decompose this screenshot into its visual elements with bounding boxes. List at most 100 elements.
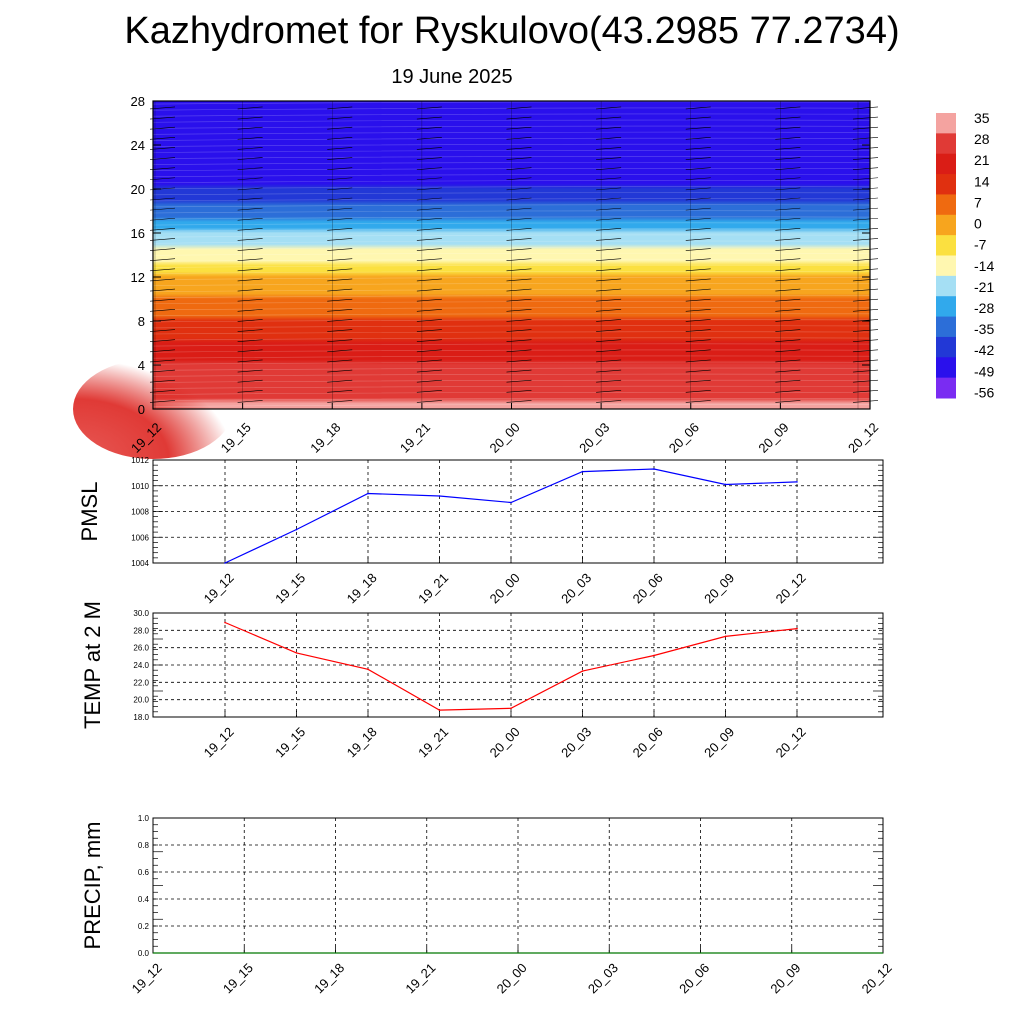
wind-barb xyxy=(237,389,263,393)
pmsl-panel: 1004 1006 1008 1010 1012 19_12 19_15 19_18 19_21… xyxy=(77,456,884,606)
wind-barb xyxy=(506,136,532,140)
wind-barb xyxy=(685,268,711,272)
wind-barb xyxy=(506,248,532,251)
colorbar-swatch xyxy=(936,174,956,195)
wind-barb xyxy=(327,400,353,403)
x-tick-label: 19_12 xyxy=(201,570,237,606)
wind-barb xyxy=(685,207,711,211)
wind-barb xyxy=(775,136,801,140)
wind-barb xyxy=(852,147,879,150)
wind-barb xyxy=(416,136,442,140)
wind-barb xyxy=(327,309,353,312)
wind-barb xyxy=(416,157,442,160)
data-point xyxy=(224,621,226,624)
y-tick-label: 0.0 xyxy=(138,949,150,958)
colorbar-swatch xyxy=(936,296,956,318)
wind-barb xyxy=(596,349,622,353)
wind-barb xyxy=(506,238,532,241)
wind-barb xyxy=(416,268,442,272)
wind-barb xyxy=(596,298,622,302)
wind-barb xyxy=(775,238,801,241)
wind-barb xyxy=(327,106,353,110)
wind-barb xyxy=(596,136,622,140)
wind-barb xyxy=(685,106,711,110)
y-tick-label: 0.4 xyxy=(138,895,150,904)
wind-barb xyxy=(506,167,532,170)
y-tick-label: 12 xyxy=(131,270,145,285)
wind-barb xyxy=(327,197,353,201)
wind-barb xyxy=(852,177,879,181)
wind-barb xyxy=(685,238,711,241)
data-point xyxy=(367,668,369,671)
wind-barb xyxy=(506,177,532,181)
wind-barb xyxy=(775,329,801,332)
wind-barb xyxy=(506,319,532,322)
y-axis-label: TEMP at 2 M xyxy=(80,601,105,729)
wind-barb xyxy=(416,400,442,403)
colorbar-label: -35 xyxy=(974,321,994,337)
wind-barb xyxy=(685,288,711,292)
wind-barb xyxy=(149,248,176,251)
colorbar-label: 28 xyxy=(974,131,990,147)
wind-barb xyxy=(327,217,353,221)
y-tick-label: 1006 xyxy=(131,533,149,542)
data-point xyxy=(295,528,298,531)
x-tick-label: 19_21 xyxy=(415,724,451,760)
wind-barb xyxy=(596,389,622,393)
wind-barb xyxy=(596,359,622,363)
wind-barb xyxy=(237,349,263,353)
y-tick-label: 1004 xyxy=(131,559,149,568)
wind-barb xyxy=(852,126,879,130)
wind-barb xyxy=(506,106,532,110)
x-tick-label: 19_21 xyxy=(397,420,433,456)
wind-barb xyxy=(327,288,353,292)
wind-barb xyxy=(506,278,532,282)
wind-barb xyxy=(685,126,711,130)
wind-barb xyxy=(685,177,711,181)
wind-barb xyxy=(852,329,879,332)
wind-barb xyxy=(237,248,263,251)
wind-barb xyxy=(775,106,801,110)
data-point xyxy=(581,470,584,473)
wind-barb xyxy=(327,379,353,383)
data-point xyxy=(724,483,727,486)
wind-barb xyxy=(775,309,801,312)
wind-barb xyxy=(506,217,532,221)
wind-barb xyxy=(852,207,879,211)
wind-barb xyxy=(596,157,622,160)
wind-barb xyxy=(506,298,532,302)
wind-barb xyxy=(237,379,263,383)
wind-barb xyxy=(775,126,801,130)
wind-barb xyxy=(852,167,879,170)
wind-barb xyxy=(852,197,879,201)
colorbar-label: 21 xyxy=(974,152,990,168)
wind-barb xyxy=(149,187,176,191)
y-tick-label: 1.0 xyxy=(138,814,150,823)
wind-barb xyxy=(237,228,263,231)
wind-barb xyxy=(416,177,442,181)
wind-barb xyxy=(416,309,442,312)
data-point xyxy=(295,652,298,654)
wind-barb xyxy=(237,400,263,403)
wind-barb xyxy=(416,147,442,150)
wind-barb xyxy=(327,207,353,211)
wind-barb xyxy=(149,379,176,383)
wind-barb xyxy=(506,228,532,231)
wind-barb xyxy=(506,329,532,332)
wind-barb xyxy=(596,278,622,282)
wind-barb xyxy=(506,309,532,312)
colorbar-label: 14 xyxy=(974,173,990,189)
wind-barb xyxy=(685,379,711,383)
wind-barb xyxy=(149,207,176,211)
wind-barb xyxy=(852,116,879,120)
wind-barb xyxy=(237,339,263,342)
wind-barb xyxy=(775,379,801,383)
colorbar-swatch xyxy=(936,255,956,277)
wind-barb xyxy=(852,136,879,140)
x-tick-label: 20_00 xyxy=(487,420,523,456)
wind-barb xyxy=(685,258,711,262)
wind-barb xyxy=(149,329,176,332)
wind-barb xyxy=(416,207,442,211)
wind-barb xyxy=(685,319,711,322)
wind-barb xyxy=(416,187,442,191)
